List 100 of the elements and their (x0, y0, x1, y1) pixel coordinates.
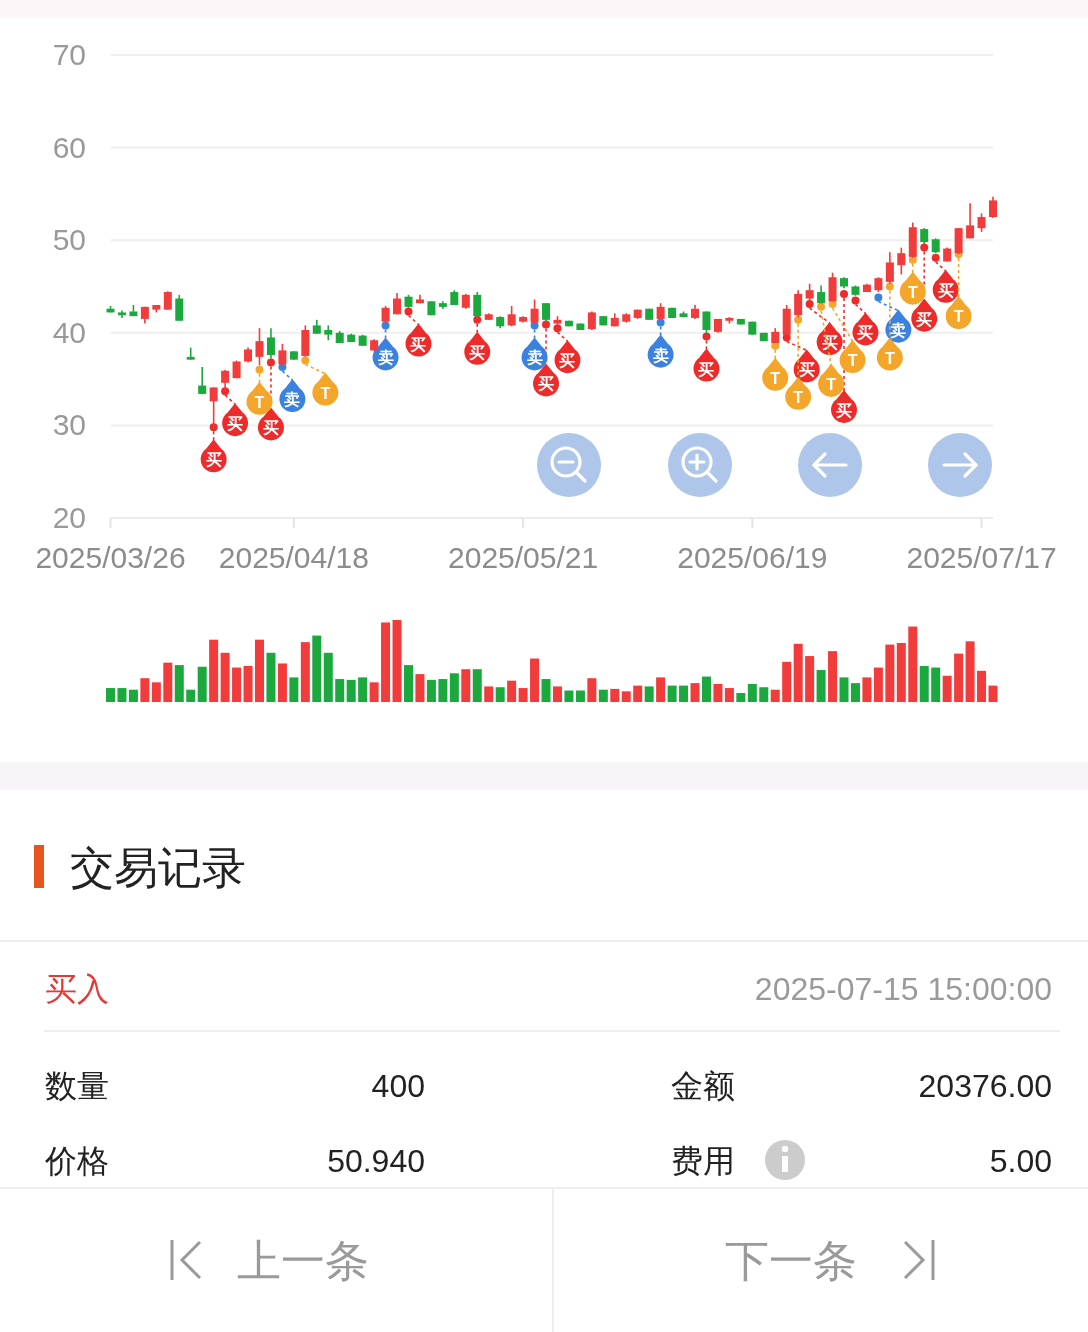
bar (335, 679, 345, 702)
bar (369, 682, 379, 702)
bar (461, 669, 471, 702)
bar (232, 667, 242, 702)
data-label: 买 (798, 361, 815, 379)
bar (449, 673, 459, 702)
point (278, 363, 287, 372)
bar (220, 652, 230, 702)
bar (850, 683, 860, 702)
bar (117, 688, 127, 702)
text: 50.940 (327, 1143, 425, 1179)
data-label: 卖 (377, 349, 394, 367)
bar (312, 635, 322, 702)
x-tick-label: 2025/05/21 (448, 541, 599, 574)
data-label: 买 (205, 451, 222, 469)
text: 20376.00 (918, 1068, 1052, 1104)
data-label: 买 (937, 281, 954, 299)
bar (300, 642, 310, 702)
point (840, 289, 849, 298)
bar (977, 670, 987, 702)
data-label: 买 (469, 343, 486, 361)
text: 费用 (671, 1143, 735, 1179)
bar (862, 677, 872, 702)
bar (564, 690, 574, 702)
text: 金额 (671, 1068, 735, 1104)
y-tick-label: 50 (52, 223, 86, 257)
point (266, 358, 275, 367)
candlestick (897, 246, 906, 276)
bar (392, 620, 402, 702)
data-label: T (254, 393, 265, 411)
text: 交易记录 (70, 843, 246, 892)
text: 400 (371, 1068, 425, 1104)
bar (346, 679, 356, 702)
point (553, 324, 562, 333)
data-label: T (770, 369, 781, 387)
bar (931, 667, 941, 702)
y-tick-label: 60 (52, 130, 86, 164)
bar (587, 678, 597, 702)
candlestick (507, 305, 516, 328)
bar (598, 689, 608, 702)
point (473, 315, 482, 324)
bar (472, 669, 482, 702)
bar (128, 689, 138, 702)
y-tick-label: 20 (52, 501, 86, 534)
bar (816, 670, 826, 702)
data-label: 买 (821, 334, 838, 352)
text: 上一条 (237, 1236, 369, 1285)
point (828, 300, 837, 309)
bar (518, 688, 528, 702)
bar (885, 644, 895, 702)
data-label: T (320, 384, 331, 402)
bar (495, 687, 505, 702)
bar (644, 686, 654, 702)
point (255, 365, 264, 374)
candlestick (186, 346, 195, 361)
x-tick-label: 2025/04/18 (218, 541, 369, 574)
candlestick (966, 202, 975, 240)
bar (289, 677, 299, 702)
data-label: T (907, 283, 918, 301)
data-label: 卖 (284, 391, 301, 409)
data-label: 买 (559, 352, 576, 370)
point (794, 315, 803, 324)
bar (839, 677, 849, 702)
bar (266, 652, 276, 702)
bar (701, 676, 711, 702)
bar (163, 662, 173, 702)
data-label: 买 (538, 375, 555, 393)
candlestick (163, 290, 172, 311)
bar (690, 683, 700, 702)
bar (908, 626, 918, 702)
bar (575, 690, 585, 702)
bar (186, 689, 196, 702)
text: 下一条 (725, 1236, 857, 1285)
point (301, 356, 310, 365)
bar (530, 658, 540, 702)
x-tick-label: 2025/03/26 (35, 541, 186, 574)
bar (667, 685, 677, 702)
data-label: 买 (262, 419, 279, 437)
bar (438, 679, 448, 702)
text: 5.00 (989, 1143, 1052, 1179)
bar (610, 688, 620, 702)
x-tick-label: 2025/06/19 (677, 541, 828, 574)
bar (724, 688, 734, 702)
candlestick (989, 195, 997, 219)
bar (896, 642, 906, 702)
bar (381, 622, 391, 702)
point (404, 307, 413, 316)
bar (621, 691, 631, 702)
bar (633, 685, 643, 702)
bar (713, 683, 723, 702)
bar (736, 692, 746, 702)
point (920, 243, 929, 252)
candlestick (198, 366, 207, 395)
bar (358, 677, 368, 702)
data-label: 卖 (526, 349, 543, 367)
bar (656, 677, 666, 702)
data-label: 买 (857, 324, 874, 342)
data-label: T (793, 388, 804, 406)
data-label: T (953, 308, 964, 326)
bar (403, 665, 413, 702)
